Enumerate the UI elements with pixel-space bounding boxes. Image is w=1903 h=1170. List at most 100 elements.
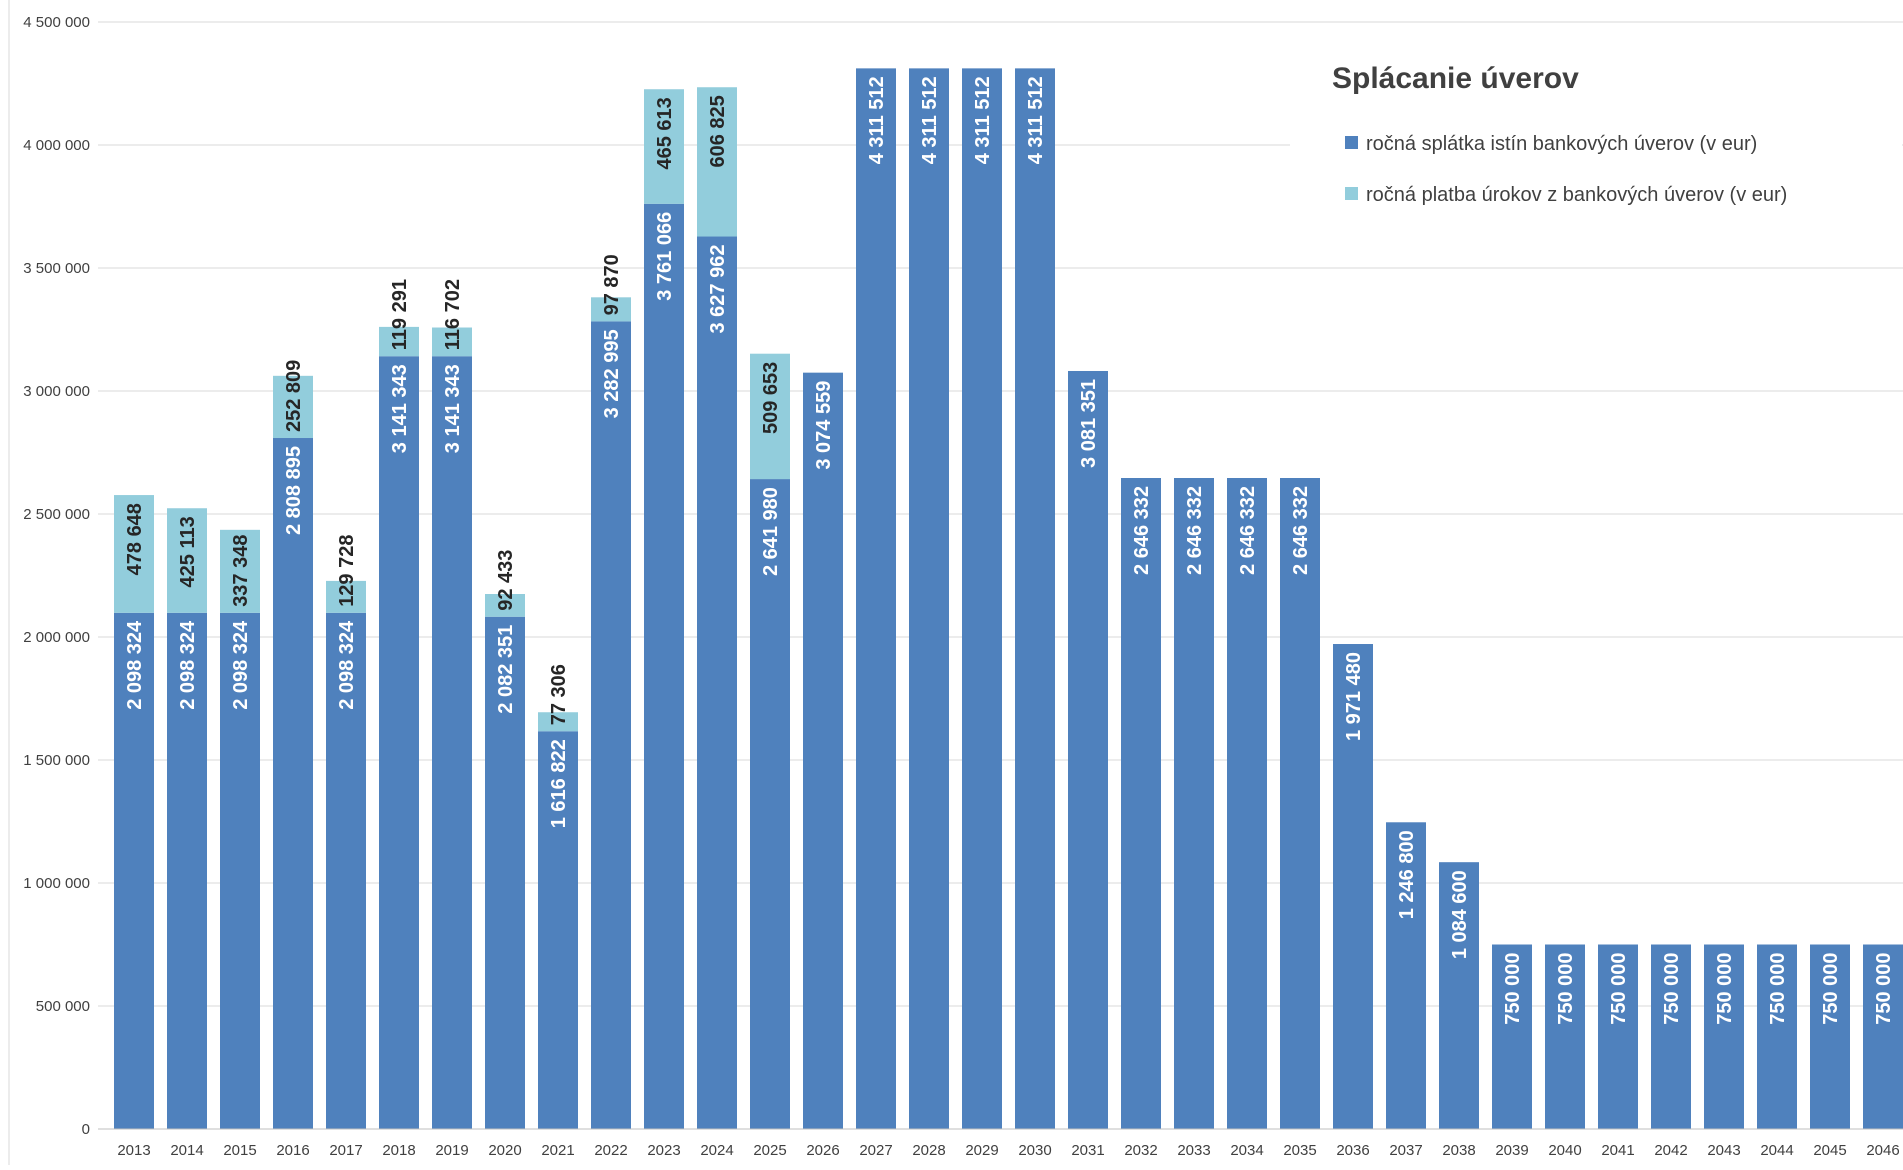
x-tick-label: 2046 bbox=[1866, 1142, 1899, 1159]
data-label-principal: 2 808 895 bbox=[283, 446, 305, 535]
data-label-principal: 750 000 bbox=[1555, 953, 1577, 1025]
data-label-principal: 1 246 800 bbox=[1396, 830, 1418, 919]
x-tick-label: 2021 bbox=[541, 1142, 574, 1159]
bar-interest bbox=[114, 495, 154, 613]
bar-principal bbox=[273, 438, 313, 1129]
data-label-principal: 2 082 351 bbox=[495, 625, 517, 714]
bar-principal bbox=[326, 612, 366, 1129]
y-tick-label: 3 000 000 bbox=[23, 383, 90, 400]
x-tick-label: 2022 bbox=[594, 1142, 627, 1159]
bar-principal bbox=[1280, 478, 1320, 1129]
x-tick-label: 2040 bbox=[1548, 1142, 1581, 1159]
x-tick-label: 2015 bbox=[223, 1142, 256, 1159]
x-tick-label: 2030 bbox=[1018, 1142, 1051, 1159]
x-tick-label: 2026 bbox=[806, 1142, 839, 1159]
bar-principal bbox=[1810, 944, 1850, 1129]
x-tick-label: 2032 bbox=[1124, 1142, 1157, 1159]
x-tick-label: 2025 bbox=[753, 1142, 786, 1159]
data-label-principal: 750 000 bbox=[1767, 953, 1789, 1025]
bar-principal bbox=[697, 236, 737, 1129]
data-label-principal: 3 627 962 bbox=[707, 245, 729, 334]
bar-interest bbox=[379, 326, 419, 357]
data-label-principal: 750 000 bbox=[1502, 953, 1524, 1025]
data-label-principal: 4 311 512 bbox=[919, 76, 941, 164]
legend-label-interest: ročná platba úrokov z bankových úverov (… bbox=[1366, 184, 1787, 206]
bar-interest bbox=[432, 327, 472, 357]
bar-principal bbox=[1121, 478, 1161, 1129]
data-label-principal: 3 074 559 bbox=[813, 381, 835, 470]
data-label-principal: 2 646 332 bbox=[1184, 486, 1206, 575]
y-tick-label: 2 000 000 bbox=[23, 629, 90, 646]
chart-title: Splácanie úverov bbox=[1332, 62, 1579, 95]
data-label-principal: 2 646 332 bbox=[1290, 486, 1312, 575]
data-label-principal: 3 761 066 bbox=[654, 212, 676, 301]
data-label-interest: 606 825 bbox=[707, 95, 729, 167]
x-tick-label: 2039 bbox=[1495, 1142, 1528, 1159]
axes: 0 500 000 1 000 000 1 500 000 2 000 000 2 500… bbox=[8, 0, 1903, 1165]
data-label-principal: 3 282 995 bbox=[601, 329, 623, 418]
data-label-interest: 116 702 bbox=[442, 279, 464, 350]
bar-principal bbox=[1386, 822, 1426, 1129]
legend-label-principal: ročná splátka istín bankových úverov (v … bbox=[1366, 133, 1757, 155]
bar-principal bbox=[220, 612, 260, 1129]
data-label-principal: 1 616 822 bbox=[548, 739, 570, 828]
bar-principal bbox=[167, 612, 207, 1129]
bar-principal bbox=[962, 68, 1002, 1130]
bar-interest bbox=[591, 297, 631, 322]
x-tick-label: 2014 bbox=[170, 1142, 203, 1159]
x-tick-label: 2013 bbox=[117, 1142, 150, 1159]
bar-principal bbox=[485, 616, 525, 1129]
x-tick-label: 2033 bbox=[1177, 1142, 1210, 1159]
data-label-principal: 2 098 324 bbox=[124, 620, 146, 710]
data-label-interest: 425 113 bbox=[177, 516, 199, 587]
data-label-interest: 337 348 bbox=[230, 535, 252, 607]
legend-swatch-principal bbox=[1345, 136, 1358, 149]
bar-principal bbox=[538, 731, 578, 1129]
x-tick-label: 2042 bbox=[1654, 1142, 1687, 1159]
bar-principal bbox=[1068, 370, 1108, 1129]
bar-principal bbox=[1174, 478, 1214, 1129]
bar-principal bbox=[1651, 944, 1691, 1129]
data-label-interest: 77 306 bbox=[548, 664, 570, 725]
y-tick-label: 0 bbox=[82, 1121, 90, 1138]
x-tick-label: 2016 bbox=[276, 1142, 309, 1159]
y-tick-label: 1 000 000 bbox=[23, 875, 90, 892]
x-tick-label: 2019 bbox=[435, 1142, 468, 1159]
data-label-principal: 2 641 980 bbox=[760, 487, 782, 576]
data-label-principal: 750 000 bbox=[1661, 953, 1683, 1025]
legend-background bbox=[1290, 48, 1902, 238]
data-label-principal: 750 000 bbox=[1873, 953, 1895, 1025]
y-tick-label: 500 000 bbox=[36, 998, 90, 1015]
x-tick-label: 2024 bbox=[700, 1142, 733, 1159]
x-tick-label: 2023 bbox=[647, 1142, 680, 1159]
data-label-principal: 2 646 332 bbox=[1131, 486, 1153, 575]
data-label-interest: 465 613 bbox=[654, 97, 676, 169]
bar-principal bbox=[1704, 944, 1744, 1129]
bar-interest bbox=[273, 375, 313, 439]
bar-interest bbox=[326, 580, 366, 613]
data-label-interest: 97 870 bbox=[601, 254, 623, 315]
data-label-principal: 750 000 bbox=[1608, 953, 1630, 1025]
x-tick-label: 2027 bbox=[859, 1142, 892, 1159]
x-tick-label: 2017 bbox=[329, 1142, 362, 1159]
data-label-interest: 119 291 bbox=[389, 279, 411, 350]
x-tick-label: 2028 bbox=[912, 1142, 945, 1159]
data-label-principal: 2 098 324 bbox=[230, 620, 252, 710]
bar-principal bbox=[591, 321, 631, 1129]
bar-principal bbox=[1439, 862, 1479, 1129]
bar-interest bbox=[750, 353, 790, 480]
legend-swatch-interest bbox=[1345, 187, 1358, 200]
x-tick-label: 2044 bbox=[1760, 1142, 1793, 1159]
bar-principal bbox=[1015, 68, 1055, 1130]
data-label-principal: 4 311 512 bbox=[1025, 76, 1047, 164]
data-label-principal: 4 311 512 bbox=[866, 76, 888, 164]
y-tick-label: 3 500 000 bbox=[23, 260, 90, 277]
data-label-principal: 2 098 324 bbox=[177, 620, 199, 710]
bar-principal bbox=[856, 68, 896, 1130]
data-label-principal: 3 081 351 bbox=[1078, 379, 1100, 468]
x-tick-label: 2037 bbox=[1389, 1142, 1422, 1159]
x-tick-label: 2031 bbox=[1071, 1142, 1104, 1159]
x-tick-label: 2018 bbox=[382, 1142, 415, 1159]
data-labels: 2 098 324 478 648 2 098 324 425 113 2 098 32… bbox=[124, 76, 1895, 1024]
